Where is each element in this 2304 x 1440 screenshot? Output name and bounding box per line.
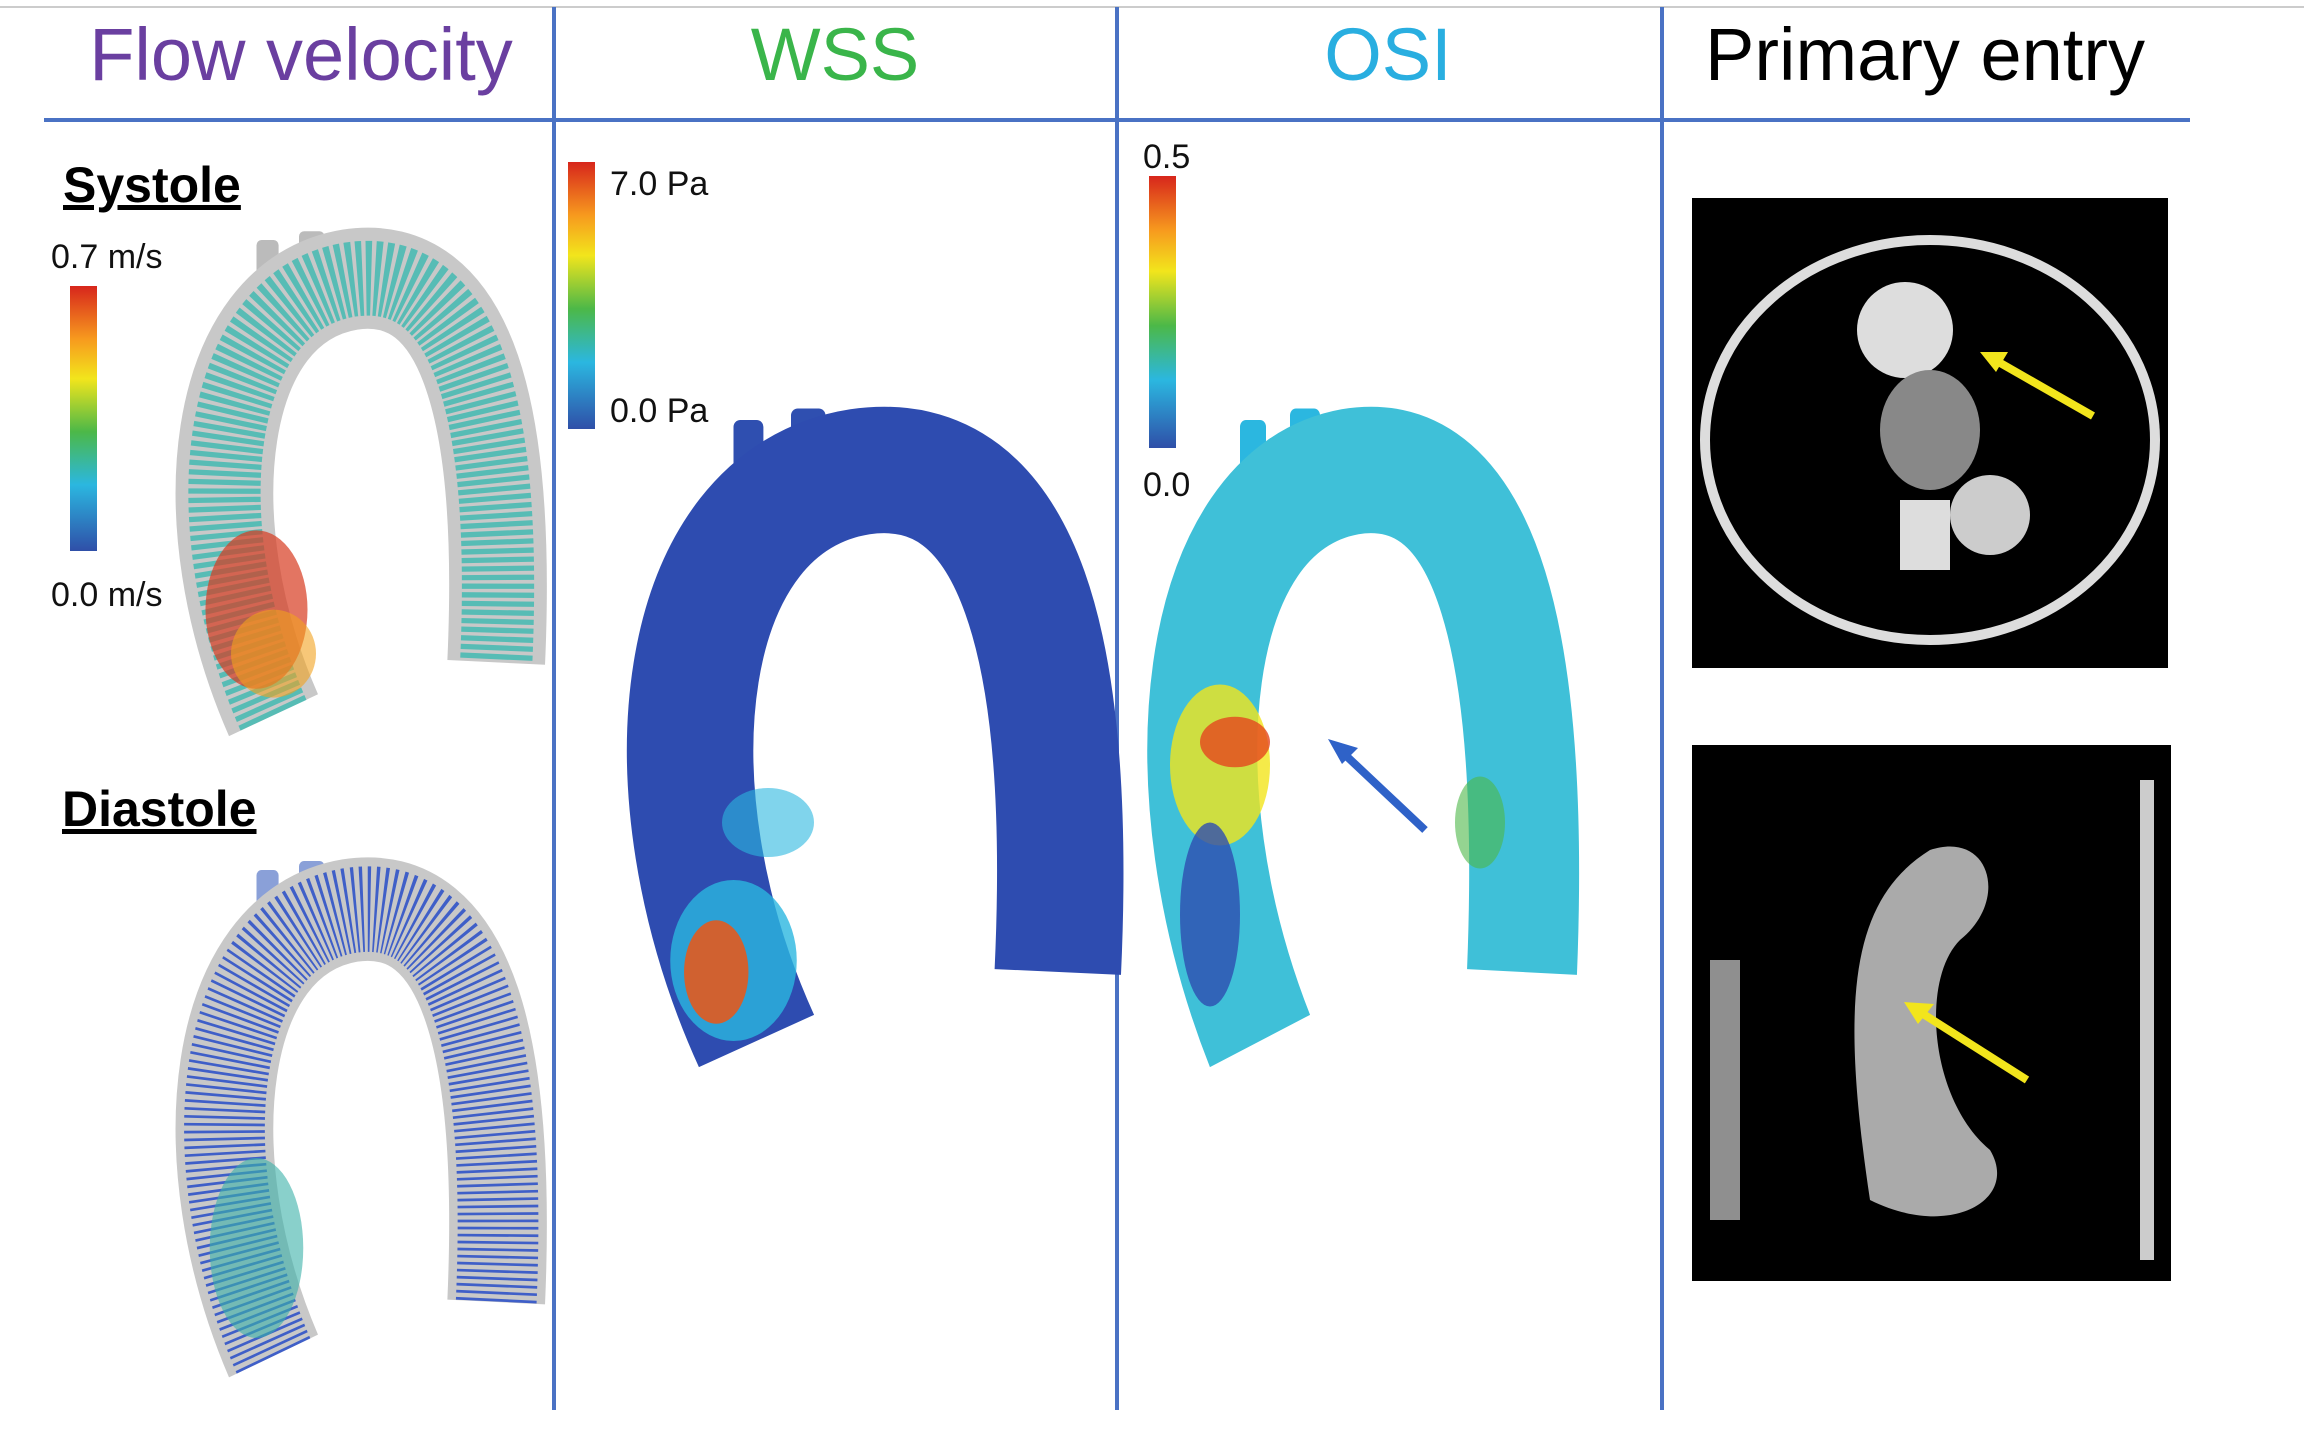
panel-title: Primary entry [1705,13,2145,96]
panel-title: OSI [1324,13,1451,96]
panel-title: WSS [751,13,920,96]
scale-max: 0.5 [1143,138,1190,176]
scale-max: 0.7 m/s [51,238,162,276]
color-bar [568,162,595,429]
color-bar [70,286,97,551]
ct-axial [1692,198,2168,668]
color-bar [1149,176,1176,448]
osi-map [1170,409,1524,1042]
section-label: Systole [63,157,241,213]
arrow [1337,747,1428,833]
diastole-streamlines [210,861,498,1356]
section-label: Diastole [62,781,257,837]
scale-max: 7.0 Pa [610,165,708,203]
ct-sagittal [1692,745,2171,1281]
panel-title: Flow velocity [89,13,513,96]
scale-min: 0.0 m/s [51,576,162,614]
systole-streamlines [206,231,499,715]
scale-min: 0.0 Pa [610,392,708,430]
arrow-head [1328,739,1358,764]
wss-map [670,409,1060,1042]
scale-min: 0.0 [1143,466,1190,504]
